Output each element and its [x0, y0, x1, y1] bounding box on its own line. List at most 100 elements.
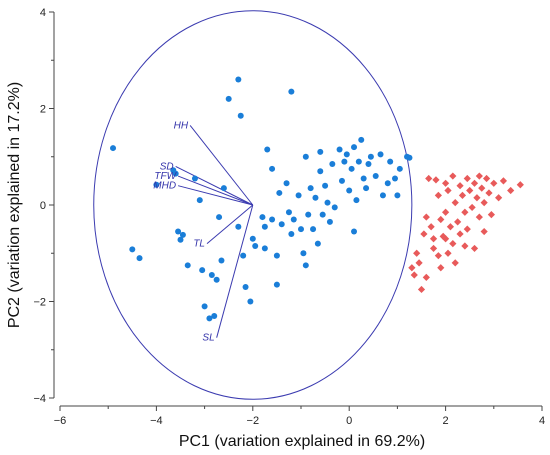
loading-vector-label-tl: TL — [193, 239, 205, 250]
point-group-a — [220, 185, 227, 192]
point-group-b — [463, 225, 471, 233]
point-group-a — [343, 151, 350, 158]
x-tick-label: −6 — [54, 415, 67, 427]
y-tick-label: 2 — [40, 104, 46, 116]
point-group-b — [437, 215, 445, 224]
x-axis-title: PC1 (variation explained in 69.2%) — [179, 433, 425, 450]
point-group-a — [305, 211, 312, 218]
point-group-a — [324, 199, 331, 206]
point-group-a — [218, 257, 225, 264]
point-group-a — [317, 148, 324, 155]
point-group-b — [499, 177, 508, 185]
point-group-a — [360, 175, 367, 182]
point-group-a — [288, 88, 295, 95]
point-group-a — [319, 211, 326, 218]
point-group-b — [475, 172, 483, 180]
point-group-a — [379, 192, 386, 199]
point-group-b — [415, 259, 423, 267]
point-group-a — [110, 145, 117, 152]
point-group-a — [317, 168, 324, 175]
point-group-a — [331, 204, 338, 211]
point-group-b — [487, 211, 495, 219]
loading-vector-sl — [216, 204, 254, 338]
loading-vector-mhd — [177, 185, 253, 206]
point-group-a — [348, 165, 355, 172]
point-group-b — [475, 213, 483, 221]
point-group-a — [353, 197, 360, 204]
point-group-a — [242, 284, 249, 291]
point-group-a — [300, 250, 307, 257]
point-group-b — [449, 240, 457, 248]
point-group-a — [346, 187, 353, 194]
point-group-b — [470, 179, 479, 187]
point-group-b — [485, 189, 493, 197]
point-group-b — [495, 194, 503, 202]
point-group-a — [365, 160, 372, 167]
point-group-a — [249, 235, 256, 242]
point-group-b — [442, 179, 450, 187]
point-group-a — [302, 262, 309, 269]
point-group-a — [172, 170, 179, 177]
point-group-b — [456, 230, 464, 238]
point-group-a — [326, 218, 333, 225]
y-tick-label: −4 — [33, 393, 46, 405]
point-group-b — [425, 174, 433, 183]
point-group-b — [473, 194, 481, 202]
correlation-circle-layer — [93, 10, 413, 400]
point-group-a — [310, 226, 317, 233]
point-group-b — [442, 208, 450, 216]
loading-vector-label-sl: SL — [202, 333, 214, 344]
point-group-a — [269, 216, 276, 223]
point-group-a — [177, 236, 184, 243]
point-group-b — [408, 264, 416, 272]
loading-vector-tl — [206, 204, 254, 244]
point-group-b — [442, 235, 450, 243]
point-group-a — [351, 228, 358, 235]
point-group-a — [302, 153, 309, 160]
point-group-a — [247, 298, 254, 305]
point-group-b — [507, 186, 515, 195]
point-group-a — [367, 153, 374, 160]
point-group-b — [480, 227, 488, 236]
loading-vector-label-mhd: MHD — [153, 181, 176, 192]
point-group-a — [191, 175, 198, 182]
point-group-a — [384, 180, 391, 187]
y-axis-title: PC2 (variation explained in 17.2%) — [6, 82, 23, 328]
point-group-b — [490, 179, 498, 187]
point-group-a — [351, 144, 358, 151]
point-group-a — [391, 175, 398, 182]
point-group-a — [208, 271, 215, 278]
point-group-b — [446, 223, 455, 231]
point-group-a — [394, 192, 401, 199]
point-group-b — [480, 198, 488, 207]
x-tick-label: 4 — [539, 415, 545, 427]
point-group-a — [129, 246, 136, 253]
point-group-b — [432, 176, 440, 184]
point-group-b — [451, 198, 459, 207]
point-group-b — [449, 172, 457, 180]
point-group-a — [261, 245, 268, 252]
point-group-a — [235, 76, 242, 83]
point-group-a — [252, 243, 259, 250]
loading-vector-tfw — [177, 175, 253, 206]
point-group-a — [213, 276, 220, 283]
point-group-b — [454, 218, 462, 226]
point-group-a — [283, 180, 290, 187]
point-group-a — [387, 158, 394, 165]
point-group-b — [437, 264, 445, 272]
point-group-a — [278, 221, 285, 228]
point-group-a — [261, 223, 268, 230]
point-group-b — [413, 249, 421, 257]
point-group-b — [429, 244, 438, 253]
point-group-b — [422, 273, 430, 281]
point-group-a — [290, 216, 297, 223]
point-group-a — [338, 177, 345, 184]
point-group-a — [312, 194, 319, 201]
point-group-a — [396, 165, 403, 172]
point-group-a — [336, 146, 343, 153]
point-group-a — [153, 181, 160, 188]
point-group-a — [264, 146, 271, 153]
point-group-a — [341, 158, 348, 165]
loading-vector-sd — [175, 165, 254, 206]
point-group-a — [175, 228, 182, 235]
